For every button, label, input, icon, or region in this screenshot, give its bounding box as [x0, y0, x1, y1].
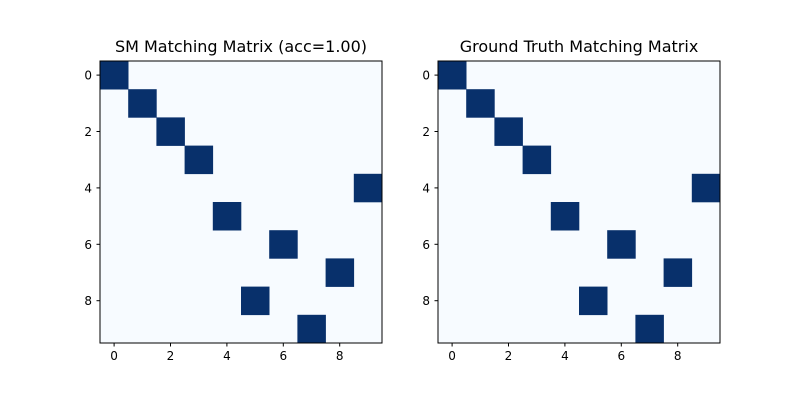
sm-matching-panel: SM Matching Matrix (acc=1.00) 0 2 4 6 8 0 2 4 6 8: [84, 37, 383, 363]
sm-cell-r7-c8: [325, 258, 355, 287]
sm-x-tick-label: 6: [279, 349, 287, 363]
sm-y-tick-label: 8: [84, 294, 92, 308]
gt-y-tick-label: 6: [422, 238, 430, 252]
sm-y-tick-label: 0: [84, 69, 92, 83]
gt-cell-r6-c6: [607, 230, 636, 259]
sm-x-tick-label: 8: [336, 349, 344, 363]
sm-cell-r4-c9: [353, 173, 383, 203]
sm-y-tick-label: 6: [84, 238, 92, 252]
gt-cell-r2-c2: [494, 117, 523, 146]
gt-y-tick-label: 2: [422, 125, 430, 139]
sm-y-tick-label: 2: [84, 125, 92, 139]
gt-cell-r5-c4: [550, 202, 580, 231]
gt-cell-r9-c7: [635, 314, 664, 344]
gt-cell-r4-c9: [691, 173, 721, 203]
gt-cell-r7-c8: [663, 258, 693, 287]
gt-y-tick-label: 0: [422, 69, 430, 83]
sm-cell-r6-c6: [269, 230, 298, 259]
gt-cell-r0-c0: [438, 61, 467, 90]
gt-y-tick-label: 8: [422, 294, 430, 308]
sm-cell-r1-c1: [128, 89, 157, 118]
gt-y-tick-label: 4: [422, 181, 430, 195]
gt-cell-r1-c1: [466, 89, 495, 118]
gt-x-tick-label: 4: [561, 349, 569, 363]
sm-x-tick-label: 0: [110, 349, 118, 363]
chart-title-sm-matching: SM Matching Matrix (acc=1.00): [115, 37, 367, 56]
gt-x-tick-label: 0: [448, 349, 456, 363]
sm-x-tick-label: 4: [223, 349, 231, 363]
gt-x-tick-label: 6: [617, 349, 625, 363]
sm-axes-frame: [99, 60, 383, 344]
sm-cell-r2-c2: [156, 117, 185, 146]
gt-x-tick-label: 8: [674, 349, 682, 363]
chart-title-ground-truth: Ground Truth Matching Matrix: [460, 37, 699, 56]
gt-x-tick-label: 2: [505, 349, 513, 363]
sm-cell-r5-c4: [212, 202, 242, 231]
sm-cell-r8-c5: [241, 286, 270, 316]
ground-truth-panel: Ground Truth Matching Matrix 0 2 4 6 8 0 2 4 6 8: [422, 37, 721, 363]
sm-cell-r3-c3: [184, 145, 214, 175]
sm-cell-r0-c0: [100, 61, 129, 90]
gt-cell-r3-c3: [522, 145, 552, 175]
sm-x-tick-label: 2: [167, 349, 175, 363]
sm-cell-r9-c7: [297, 314, 326, 344]
sm-y-tick-label: 4: [84, 181, 92, 195]
gt-cell-r8-c5: [579, 286, 608, 316]
gt-axes-frame: [437, 60, 721, 344]
